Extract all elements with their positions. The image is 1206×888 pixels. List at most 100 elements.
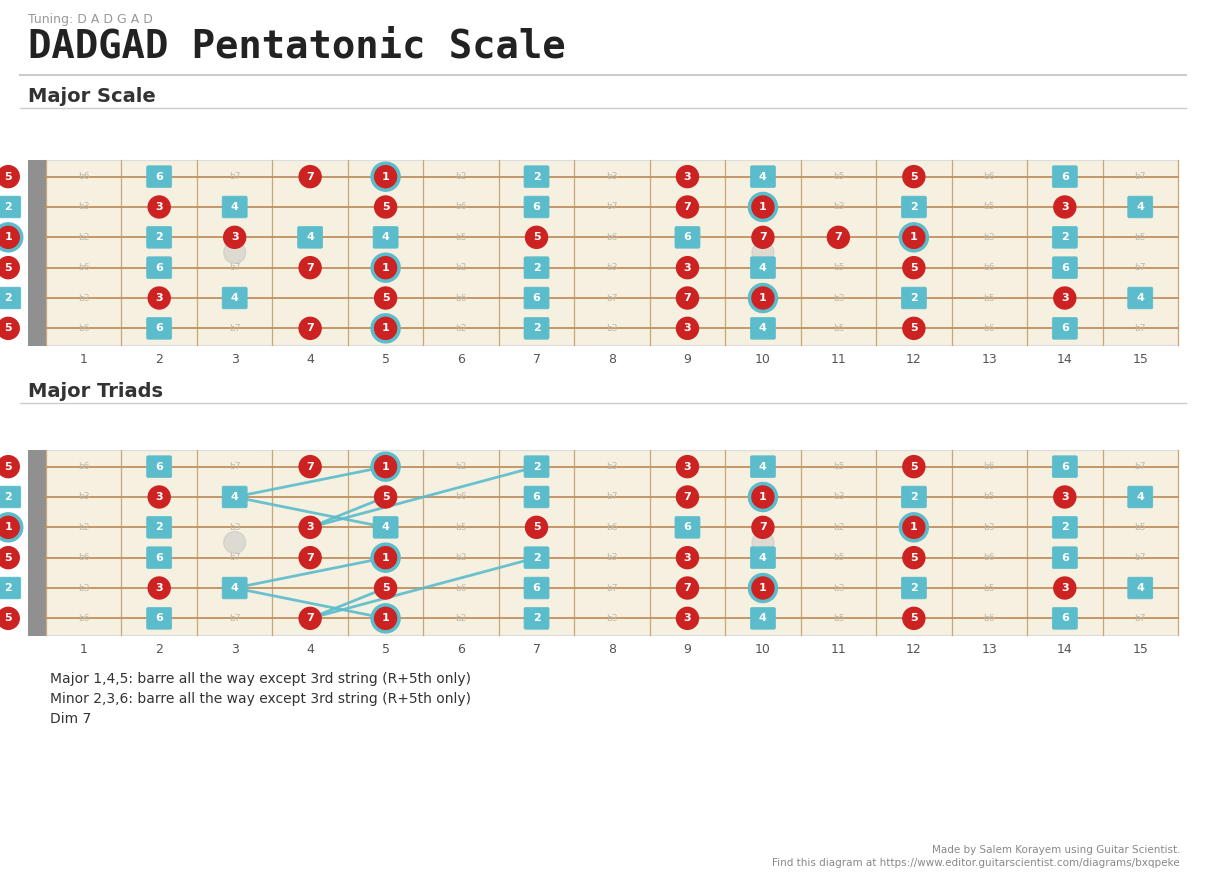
Circle shape <box>375 486 397 508</box>
Text: b6: b6 <box>78 324 89 333</box>
FancyBboxPatch shape <box>1053 166 1077 187</box>
FancyBboxPatch shape <box>675 226 699 248</box>
FancyBboxPatch shape <box>222 287 247 309</box>
Circle shape <box>903 607 925 630</box>
Text: 3: 3 <box>156 492 163 502</box>
Text: 1: 1 <box>382 462 390 472</box>
Text: Tuning: D A D G A D: Tuning: D A D G A D <box>28 13 153 26</box>
Text: Major Triads: Major Triads <box>28 382 163 401</box>
Text: 7: 7 <box>759 522 767 532</box>
Text: 4: 4 <box>1136 293 1144 303</box>
Text: b7: b7 <box>607 493 617 502</box>
FancyBboxPatch shape <box>1128 287 1153 309</box>
Circle shape <box>375 257 397 279</box>
Circle shape <box>0 547 19 568</box>
Circle shape <box>749 193 778 221</box>
Text: b6: b6 <box>1135 493 1146 502</box>
FancyBboxPatch shape <box>901 196 926 218</box>
Text: 2: 2 <box>911 202 918 212</box>
Text: 3: 3 <box>1061 583 1069 593</box>
Text: b2: b2 <box>78 523 89 532</box>
Circle shape <box>903 547 925 568</box>
Text: 5: 5 <box>381 353 390 366</box>
Text: b3: b3 <box>832 493 844 502</box>
Text: 3: 3 <box>684 552 691 563</box>
Text: 2: 2 <box>156 643 163 656</box>
Text: 1: 1 <box>5 233 12 242</box>
Text: 3: 3 <box>230 233 239 242</box>
Text: b5: b5 <box>229 583 240 592</box>
Text: 5: 5 <box>911 171 918 182</box>
Text: 7: 7 <box>533 643 540 656</box>
Circle shape <box>375 196 397 218</box>
FancyBboxPatch shape <box>147 166 171 187</box>
Text: 3: 3 <box>156 293 163 303</box>
Text: b7: b7 <box>229 553 240 562</box>
Text: b2: b2 <box>456 263 467 272</box>
FancyBboxPatch shape <box>28 160 1178 345</box>
Text: 7: 7 <box>533 353 540 366</box>
Text: b3: b3 <box>607 324 617 333</box>
Text: b5: b5 <box>984 493 995 502</box>
Text: 2: 2 <box>5 202 12 212</box>
Circle shape <box>749 482 778 511</box>
Text: 3: 3 <box>230 643 239 656</box>
Circle shape <box>148 196 170 218</box>
Circle shape <box>903 516 925 538</box>
Circle shape <box>751 196 774 218</box>
Text: Major Scale: Major Scale <box>28 87 156 106</box>
Circle shape <box>375 317 397 339</box>
Text: 3: 3 <box>1061 202 1069 212</box>
Text: b6: b6 <box>456 294 467 303</box>
Text: b5: b5 <box>832 263 844 272</box>
FancyBboxPatch shape <box>0 196 21 218</box>
Circle shape <box>0 512 23 542</box>
Text: b7: b7 <box>229 263 240 272</box>
Text: b6: b6 <box>456 202 467 211</box>
Text: 5: 5 <box>5 552 12 563</box>
Circle shape <box>371 452 400 481</box>
Text: 2: 2 <box>911 492 918 502</box>
Text: 4: 4 <box>230 583 239 593</box>
Text: 2: 2 <box>533 614 540 623</box>
Text: 4: 4 <box>306 233 314 242</box>
Circle shape <box>0 456 19 478</box>
Text: 6: 6 <box>533 202 540 212</box>
Text: Dim 7: Dim 7 <box>49 712 92 726</box>
FancyBboxPatch shape <box>373 226 398 248</box>
Circle shape <box>0 223 23 252</box>
Text: 3: 3 <box>1061 492 1069 502</box>
Text: 1: 1 <box>911 233 918 242</box>
Text: 1: 1 <box>80 353 88 366</box>
Text: 7: 7 <box>835 233 842 242</box>
Text: 1: 1 <box>5 522 12 532</box>
Text: 10: 10 <box>755 353 771 366</box>
Text: b7: b7 <box>229 172 240 181</box>
Circle shape <box>223 532 246 553</box>
Circle shape <box>751 287 774 309</box>
Text: b5: b5 <box>1135 233 1146 242</box>
Circle shape <box>677 547 698 568</box>
Text: 7: 7 <box>306 263 314 273</box>
Text: b3: b3 <box>984 523 995 532</box>
Circle shape <box>677 166 698 187</box>
Text: b2: b2 <box>456 462 467 472</box>
Text: 2: 2 <box>5 293 12 303</box>
Text: 13: 13 <box>982 643 997 656</box>
Text: 6: 6 <box>533 583 540 593</box>
Circle shape <box>677 287 698 309</box>
FancyBboxPatch shape <box>147 517 171 538</box>
Text: 3: 3 <box>306 522 314 532</box>
Text: 6: 6 <box>533 492 540 502</box>
Text: 3: 3 <box>684 323 691 333</box>
Text: b5: b5 <box>832 614 844 622</box>
Text: 6: 6 <box>684 233 691 242</box>
Text: 5: 5 <box>911 614 918 623</box>
Text: 5: 5 <box>533 522 540 532</box>
Circle shape <box>0 257 19 279</box>
Circle shape <box>677 317 698 339</box>
Text: 3: 3 <box>156 202 163 212</box>
FancyBboxPatch shape <box>0 287 21 309</box>
Text: 5: 5 <box>382 583 390 593</box>
Text: 11: 11 <box>831 643 847 656</box>
